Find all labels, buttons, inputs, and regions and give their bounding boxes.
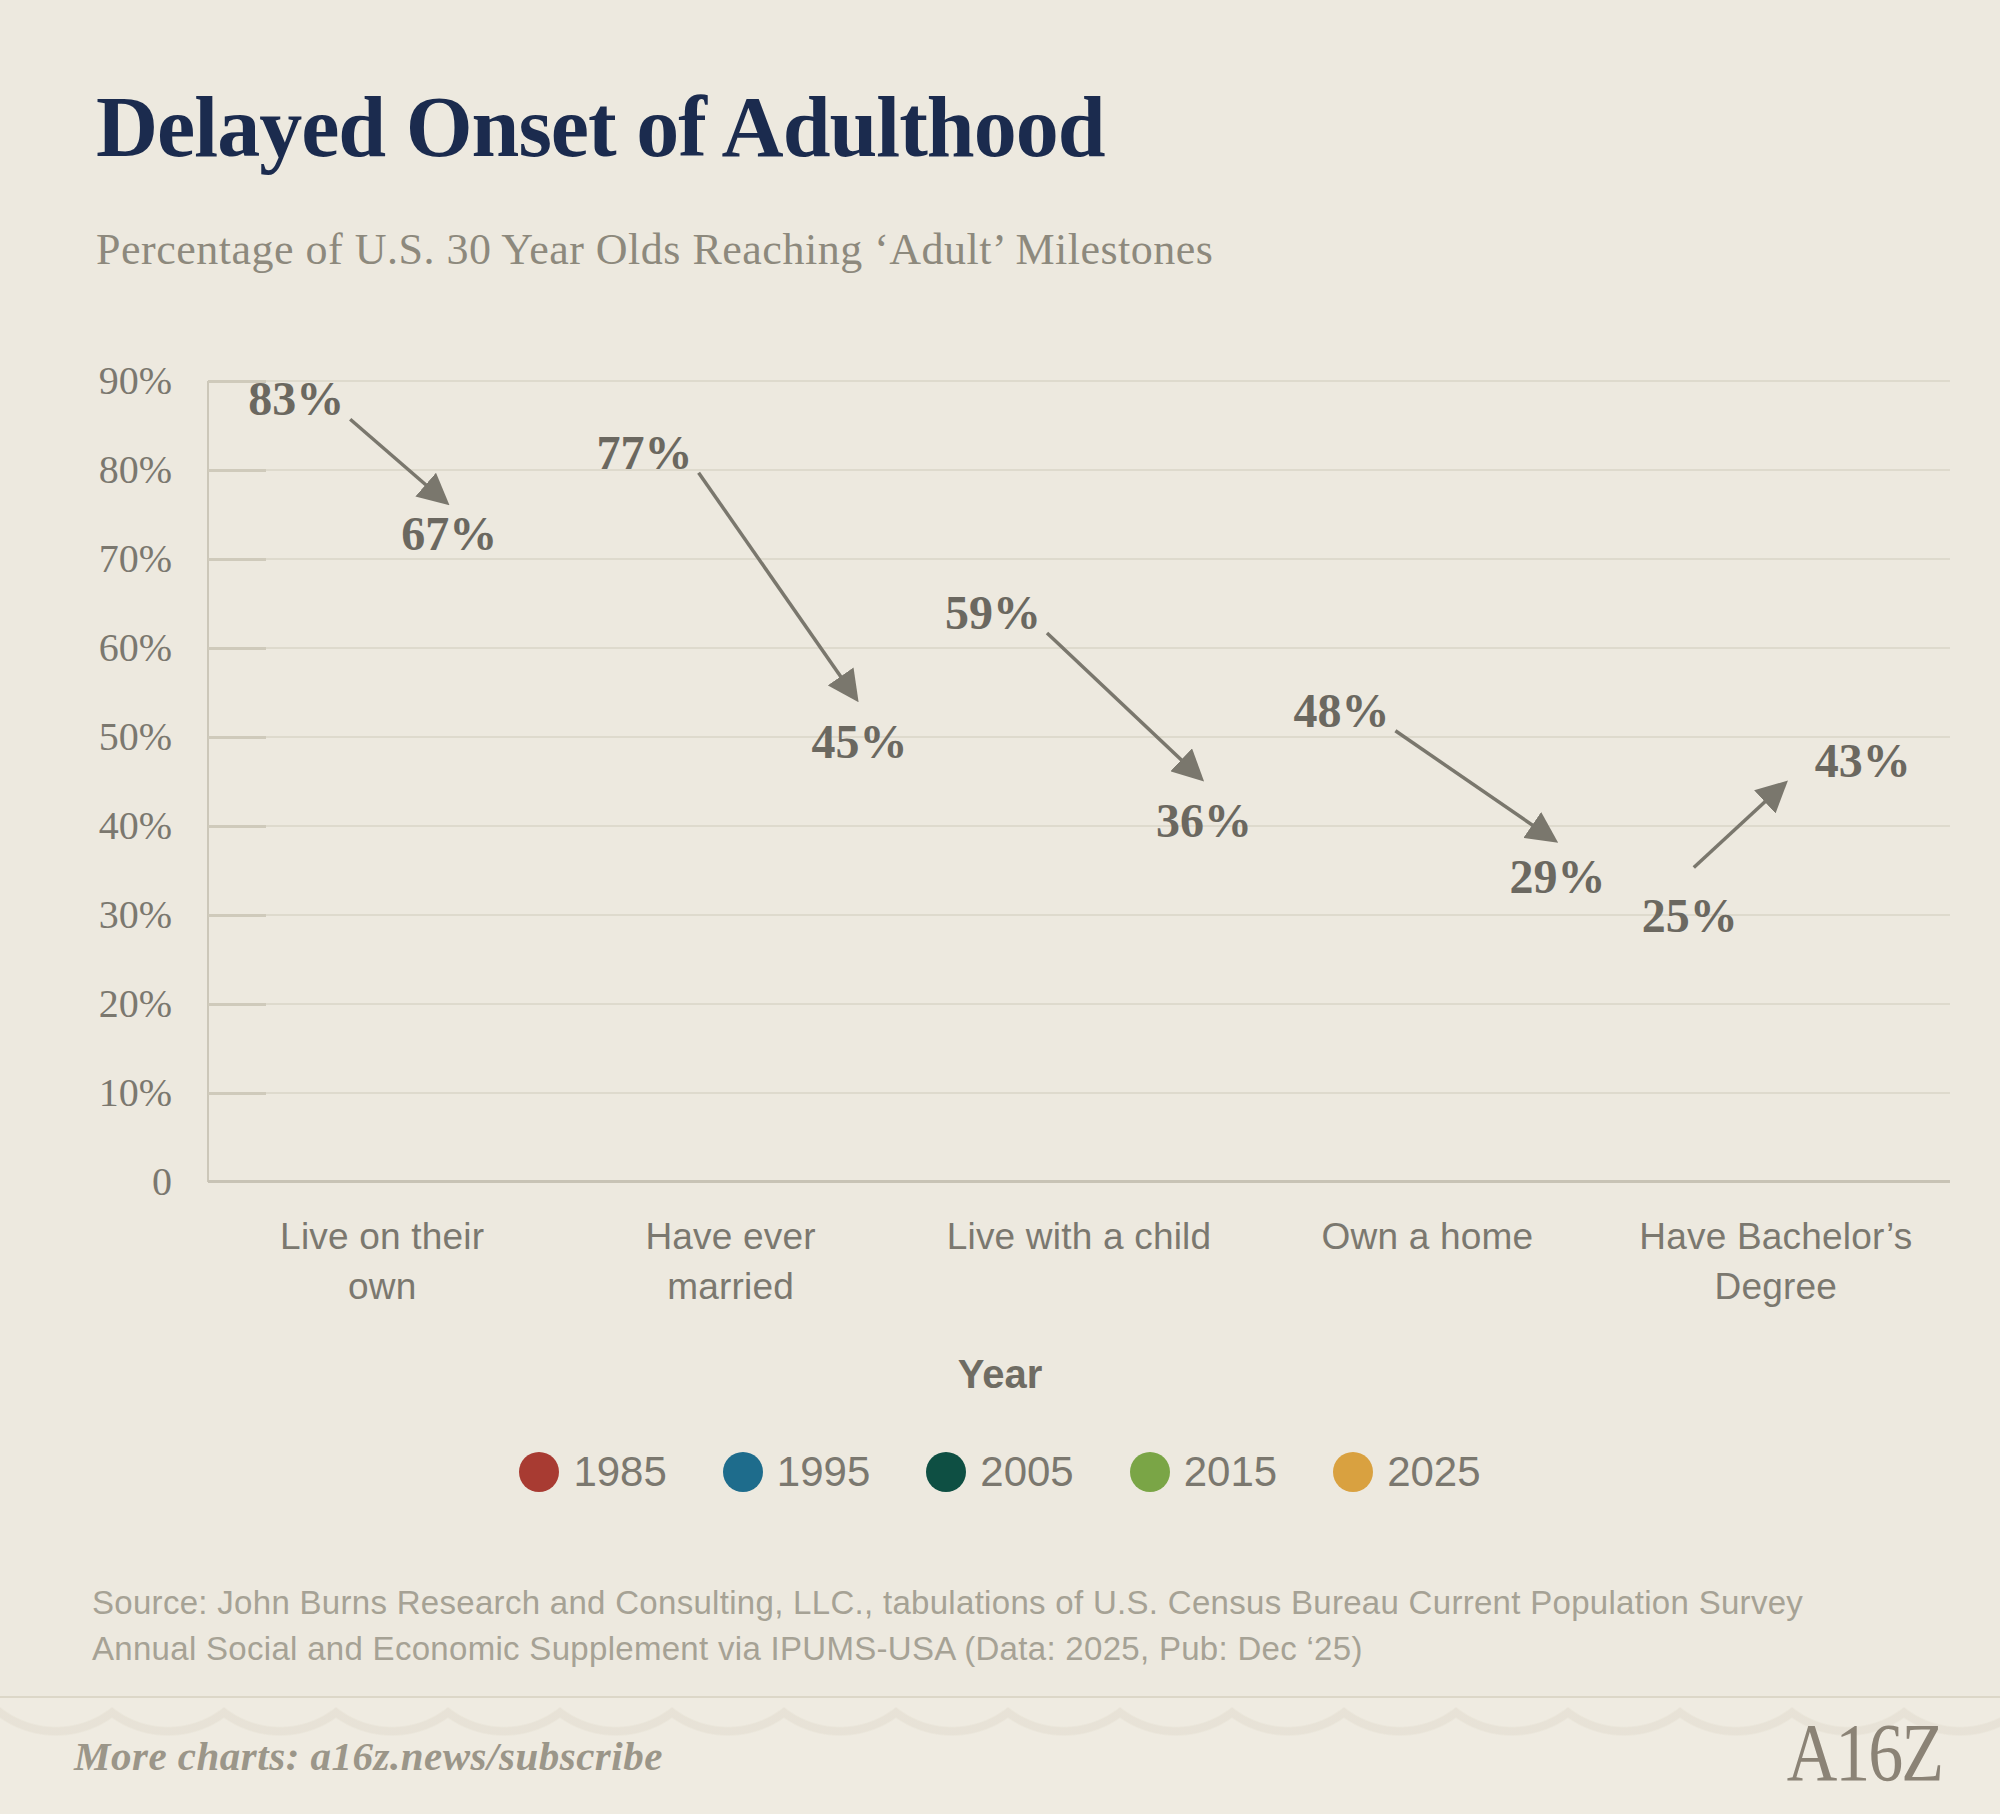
legend-label: 2005 (980, 1448, 1073, 1496)
value-label-end: 67% (374, 508, 524, 560)
category-label: Own a home (1253, 1212, 1601, 1312)
y-axis-tick-label: 50% (32, 712, 172, 762)
legend: 1985 1995 2005 2015 2025 (0, 1448, 2000, 1496)
legend-swatch (1130, 1452, 1170, 1492)
y-axis-tick-label: 80% (32, 445, 172, 495)
legend-swatch (519, 1452, 559, 1492)
source-note: Source: John Burns Research and Consulti… (92, 1580, 1822, 1672)
legend-label: 1985 (573, 1448, 666, 1496)
legend-item: 2015 (1130, 1448, 1277, 1496)
value-label-end: 29% (1482, 851, 1632, 903)
value-label-start: 77% (570, 427, 720, 479)
value-label-start: 59% (918, 587, 1068, 639)
x-axis-title: Year (0, 1352, 2000, 1397)
bar-group (1253, 381, 1601, 1182)
legend-swatch (1333, 1452, 1373, 1492)
value-label-start: 48% (1266, 685, 1416, 737)
page-subtitle: Percentage of U.S. 30 Year Olds Reaching… (96, 224, 1214, 275)
legend-item: 1985 (519, 1448, 666, 1496)
legend-label: 2015 (1184, 1448, 1277, 1496)
legend-item: 1995 (723, 1448, 870, 1496)
legend-swatch (926, 1452, 966, 1492)
value-label-start: 83% (221, 373, 371, 425)
y-axis-tick-label: 20% (32, 979, 172, 1029)
y-axis-tick-label: 90% (32, 356, 172, 406)
legend-swatch (723, 1452, 763, 1492)
legend-label: 2025 (1387, 1448, 1480, 1496)
y-axis-tick-label: 40% (32, 801, 172, 851)
category-label: Have ever married (556, 1212, 904, 1312)
x-axis-line (208, 1180, 1950, 1183)
y-axis-tick-label: 0 (32, 1157, 172, 1207)
bar-groups (208, 381, 1950, 1182)
y-axis-tick-label: 10% (32, 1068, 172, 1118)
legend-item: 2025 (1333, 1448, 1480, 1496)
category-label: Have Bachelor’s Degree (1602, 1212, 1950, 1312)
more-charts-text: More charts: a16z.news/subscribe (74, 1732, 663, 1780)
legend-label: 1995 (777, 1448, 870, 1496)
footer-band: More charts: a16z.news/subscribe A16Z (0, 1696, 2000, 1814)
category-label: Live on their own (208, 1212, 556, 1312)
value-label-end: 45% (785, 716, 935, 768)
page-title: Delayed Onset of Adulthood (96, 84, 1105, 170)
y-axis-tick-label: 70% (32, 534, 172, 584)
value-label-start: 25% (1615, 890, 1765, 942)
a16z-logo: A16Z (1787, 1706, 1942, 1800)
category-label: Live with a child (905, 1212, 1253, 1312)
value-label-end: 36% (1129, 795, 1279, 847)
infographic-page: Delayed Onset of Adulthood Percentage of… (0, 0, 2000, 1814)
bar-group (208, 381, 556, 1182)
y-axis-tick-label: 60% (32, 623, 172, 673)
value-label-end: 43% (1788, 735, 1938, 787)
y-axis-tick-label: 30% (32, 890, 172, 940)
bar-group (556, 381, 904, 1182)
legend-item: 2005 (926, 1448, 1073, 1496)
bar-chart-plot: 83%67%77%45%59%36%48%29%25%43% (208, 381, 1950, 1182)
category-labels: Live on their ownHave ever marriedLive w… (208, 1212, 1950, 1312)
bar-group (905, 381, 1253, 1182)
